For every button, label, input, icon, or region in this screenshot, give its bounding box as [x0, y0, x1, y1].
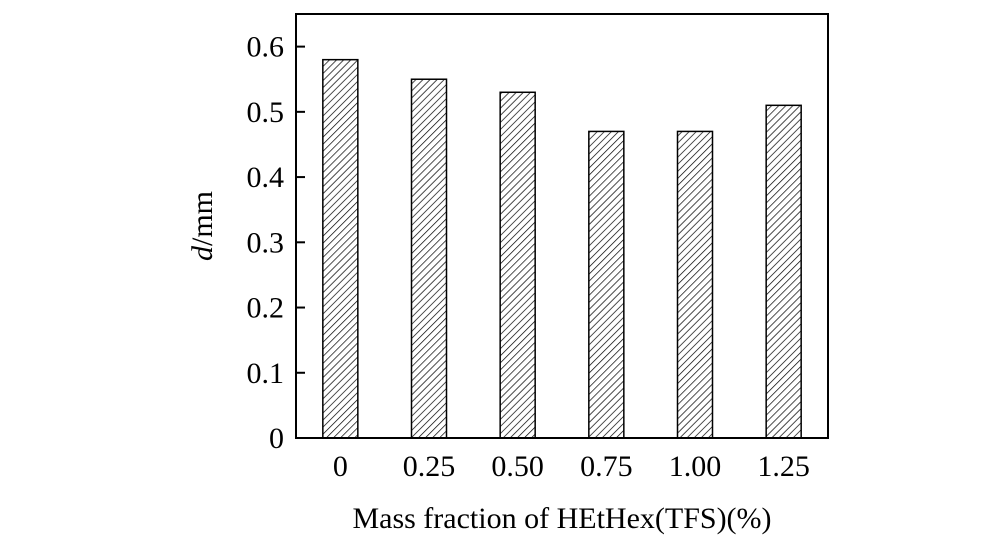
y-axis: 0 0.1 0.2 0.3 0.4 0.5 0.6 — [247, 31, 305, 455]
bars-group — [322, 58, 802, 439]
x-tick-label-3: 0.75 — [580, 450, 633, 483]
y-tick-label-0: 0 — [269, 422, 284, 455]
y-tick-label-5: 0.5 — [247, 96, 285, 129]
x-tick-label-2: 0.50 — [491, 450, 544, 483]
x-axis-title: Mass fraction of HEtHex(TFS)(%) — [352, 502, 771, 535]
plot-frame — [295, 13, 829, 439]
x-tick-label-1: 0.25 — [403, 450, 456, 483]
bar-3 — [588, 130, 625, 439]
y-tick-label-2: 0.2 — [247, 292, 285, 325]
x-tick-label-0: 0 — [333, 450, 348, 483]
bar-4 — [676, 130, 714, 439]
y-tick-label-6: 0.6 — [247, 31, 285, 64]
bar-5 — [765, 104, 802, 439]
y-axis-title: d/mm — [186, 191, 219, 261]
y-tick-label-1: 0.1 — [247, 357, 285, 390]
bar-2 — [499, 91, 536, 439]
x-tick-label-5: 1.25 — [757, 450, 810, 483]
x-axis: 0 0.25 0.50 0.75 1.00 1.25 — [333, 450, 810, 483]
y-tick-label-4: 0.4 — [247, 161, 285, 194]
y-tick-label-3: 0.3 — [247, 226, 285, 259]
bar-0 — [322, 58, 359, 439]
x-tick-label-4: 1.00 — [669, 450, 722, 483]
bar-1 — [410, 78, 448, 439]
